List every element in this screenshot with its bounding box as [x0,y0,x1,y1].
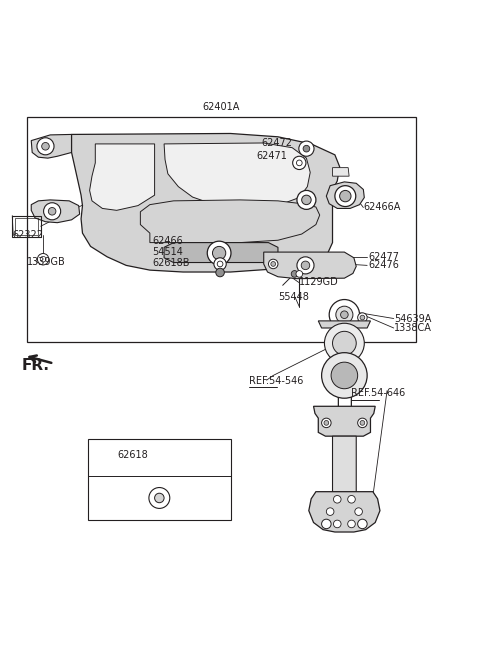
Circle shape [322,418,331,428]
Polygon shape [318,321,371,328]
Circle shape [149,487,170,508]
Text: 62471: 62471 [257,152,288,161]
Circle shape [334,520,341,527]
Text: 1338CA: 1338CA [394,323,432,333]
Polygon shape [140,200,320,243]
Text: 1339GB: 1339GB [26,256,65,266]
Text: 62466A: 62466A [363,203,401,213]
Text: REF.54-646: REF.54-646 [351,388,406,398]
Circle shape [340,190,351,202]
Circle shape [331,362,358,389]
Circle shape [322,519,331,529]
Circle shape [334,495,341,503]
Polygon shape [333,436,356,499]
Circle shape [42,142,49,150]
Circle shape [214,258,226,270]
Circle shape [355,508,362,516]
Text: 62472: 62472 [261,138,292,148]
Circle shape [155,493,164,502]
Circle shape [348,520,355,527]
Text: FR.: FR. [22,358,50,373]
Circle shape [293,156,306,169]
Circle shape [271,262,276,266]
Circle shape [360,420,365,425]
Text: 54514: 54514 [152,247,183,257]
Polygon shape [31,134,81,158]
Bar [12,216,41,237]
Text: 54639A: 54639A [394,314,432,323]
Text: 62618: 62618 [118,449,149,460]
Circle shape [213,247,226,260]
Polygon shape [264,252,356,279]
Circle shape [216,268,224,277]
Polygon shape [31,200,80,222]
Circle shape [37,138,54,155]
Circle shape [341,311,348,319]
Circle shape [268,259,278,269]
Polygon shape [72,133,340,272]
Polygon shape [333,168,349,176]
Circle shape [291,270,298,277]
Circle shape [324,420,329,425]
Bar [14,218,38,235]
Circle shape [301,261,310,270]
Circle shape [333,331,356,355]
Polygon shape [164,243,278,262]
Polygon shape [309,492,380,532]
Circle shape [44,203,60,220]
Polygon shape [326,182,364,209]
Text: 62322: 62322 [12,230,43,241]
Circle shape [329,300,360,330]
Text: 1129GD: 1129GD [300,277,339,287]
Circle shape [297,257,314,274]
Circle shape [296,270,302,277]
Bar [26,117,416,342]
Text: 62401A: 62401A [203,102,240,112]
Circle shape [336,306,353,323]
Text: REF.54-546: REF.54-546 [250,376,304,386]
Circle shape [37,253,49,265]
Circle shape [360,315,365,320]
Circle shape [297,190,316,209]
Circle shape [324,323,364,363]
Polygon shape [90,144,155,211]
Circle shape [326,508,334,516]
Text: 62466: 62466 [152,236,183,246]
Circle shape [301,195,311,205]
Text: 62618B: 62618B [152,258,190,268]
Text: 62476: 62476 [368,260,399,270]
Circle shape [207,241,231,265]
Polygon shape [313,406,375,436]
Text: 62477: 62477 [368,252,399,262]
Circle shape [358,519,367,529]
Circle shape [303,146,310,152]
Circle shape [299,141,314,156]
Circle shape [358,313,367,322]
Circle shape [322,353,367,398]
Circle shape [348,495,355,503]
Text: 55448: 55448 [278,292,309,302]
Circle shape [358,418,367,428]
Circle shape [335,186,356,207]
Polygon shape [164,143,310,205]
Circle shape [48,207,56,215]
Bar [88,440,230,520]
